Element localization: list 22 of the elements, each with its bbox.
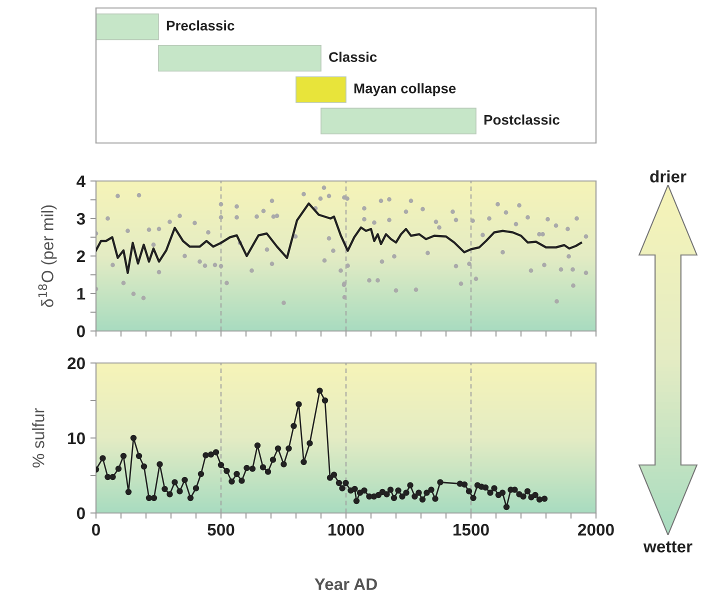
x-tick-label: 1000	[328, 524, 364, 536]
x-tick-label: 0	[92, 524, 100, 536]
text: wetter	[643, 541, 692, 552]
y-tick-label: 0	[76, 507, 85, 520]
x-axis-title: Year AD	[314, 578, 377, 590]
y-tick-label: Mayan collapse	[354, 83, 456, 96]
y-tick-label: Postclassic	[484, 114, 560, 125]
y-tick-label: 2	[76, 250, 85, 262]
text: drier	[650, 170, 686, 182]
x-tick-label: 2000	[578, 524, 614, 536]
y-tick-label: 4	[76, 176, 86, 188]
y-tick-label: 10	[68, 432, 85, 444]
y-axis-title: δ$^{18}$O (per mil)	[38, 205, 57, 308]
y-tick-label: 1	[77, 288, 86, 300]
x-tick-label: 500	[208, 524, 234, 536]
y-tick-label: 0	[76, 325, 85, 338]
y-tick-label: Preclassic	[166, 20, 234, 31]
y-tick-label: 20	[68, 357, 85, 370]
y-tick-label: 3	[76, 212, 85, 225]
y-tick-label: Classic	[329, 52, 377, 62]
x-tick-label: 1500	[454, 524, 489, 536]
y-axis-title: % sulfur	[32, 408, 44, 468]
